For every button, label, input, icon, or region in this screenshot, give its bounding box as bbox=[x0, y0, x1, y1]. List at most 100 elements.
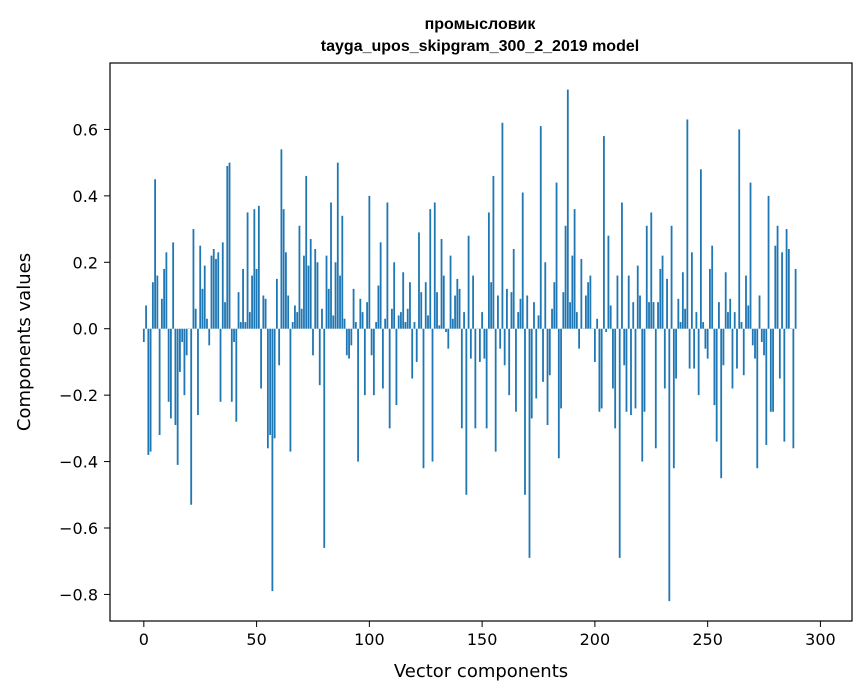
bar bbox=[294, 305, 296, 329]
bar bbox=[208, 328, 211, 346]
bar bbox=[704, 328, 707, 349]
bar bbox=[769, 328, 772, 412]
bar bbox=[711, 245, 714, 329]
bar bbox=[526, 295, 529, 329]
bar bbox=[643, 328, 646, 412]
bar bbox=[402, 272, 405, 329]
bar bbox=[533, 302, 535, 329]
bar bbox=[553, 282, 556, 329]
bar bbox=[465, 328, 468, 495]
bar bbox=[794, 268, 797, 329]
bar bbox=[650, 212, 653, 329]
bar bbox=[749, 182, 752, 329]
y-tick-label: −0.8 bbox=[59, 585, 98, 604]
bar bbox=[239, 322, 242, 329]
bar bbox=[555, 182, 558, 329]
bar bbox=[544, 262, 547, 329]
bar bbox=[760, 328, 763, 342]
bar bbox=[318, 328, 321, 386]
bar bbox=[370, 328, 373, 356]
x-tick-label: 300 bbox=[805, 630, 836, 649]
bar bbox=[206, 318, 208, 329]
bar bbox=[736, 328, 738, 369]
bar bbox=[745, 275, 747, 329]
bar bbox=[596, 318, 599, 329]
bar bbox=[192, 229, 195, 329]
bar bbox=[224, 302, 226, 329]
bar bbox=[485, 328, 488, 429]
bar bbox=[663, 328, 666, 389]
bar bbox=[474, 328, 477, 429]
y-tick-label: 0.0 bbox=[73, 320, 98, 339]
bar bbox=[248, 312, 251, 329]
y-tick-label: 0.4 bbox=[73, 187, 98, 206]
bar bbox=[420, 292, 423, 329]
bar bbox=[181, 328, 184, 342]
x-tick-label: 200 bbox=[580, 630, 611, 649]
bar bbox=[415, 328, 418, 362]
bar bbox=[176, 328, 179, 465]
bar bbox=[280, 149, 283, 329]
bar bbox=[695, 312, 698, 329]
bar bbox=[354, 322, 357, 329]
bar bbox=[787, 249, 790, 329]
bar bbox=[548, 328, 551, 376]
bar bbox=[733, 312, 736, 329]
bar bbox=[564, 225, 567, 329]
bar bbox=[575, 312, 578, 329]
bar bbox=[709, 268, 711, 329]
bar bbox=[194, 308, 197, 329]
bar bbox=[537, 315, 540, 329]
bar bbox=[266, 328, 269, 449]
bar bbox=[391, 308, 393, 329]
bar bbox=[630, 328, 632, 416]
bar bbox=[742, 328, 745, 376]
bar bbox=[506, 288, 508, 329]
bar bbox=[706, 328, 709, 359]
bar bbox=[623, 328, 626, 366]
bar bbox=[149, 328, 152, 452]
bar bbox=[699, 169, 702, 329]
bar bbox=[303, 255, 305, 329]
bar bbox=[386, 202, 389, 329]
bar bbox=[397, 315, 400, 329]
bar bbox=[727, 312, 729, 329]
bar bbox=[557, 328, 560, 459]
chart-title: промысловик bbox=[425, 16, 537, 33]
bar bbox=[366, 302, 368, 329]
bar bbox=[158, 328, 161, 435]
bar bbox=[467, 235, 470, 329]
bar bbox=[350, 328, 353, 346]
bar bbox=[255, 268, 258, 329]
bar bbox=[535, 328, 538, 399]
y-tick-label: −0.6 bbox=[59, 519, 98, 538]
bar bbox=[478, 328, 481, 362]
bar bbox=[751, 328, 754, 346]
bar bbox=[142, 328, 145, 342]
bar bbox=[332, 315, 335, 329]
bar bbox=[221, 242, 224, 329]
bar bbox=[233, 328, 235, 342]
bar bbox=[368, 195, 371, 329]
bar bbox=[747, 305, 750, 329]
bar bbox=[758, 295, 761, 329]
bar bbox=[625, 328, 628, 412]
bar bbox=[298, 225, 301, 329]
bar bbox=[754, 328, 756, 359]
bar bbox=[497, 295, 499, 329]
bar bbox=[589, 275, 592, 329]
bar bbox=[253, 209, 256, 329]
bar bbox=[210, 255, 213, 329]
bar bbox=[418, 232, 420, 329]
bar bbox=[492, 175, 495, 329]
bar bbox=[560, 328, 562, 409]
bar bbox=[404, 322, 407, 329]
bar bbox=[433, 202, 436, 329]
plot-frame bbox=[109, 62, 853, 622]
bar bbox=[264, 298, 267, 329]
bar bbox=[693, 328, 696, 369]
bar bbox=[562, 292, 565, 329]
bar bbox=[472, 275, 474, 329]
bar bbox=[521, 192, 524, 329]
x-tick-label: 250 bbox=[692, 630, 723, 649]
